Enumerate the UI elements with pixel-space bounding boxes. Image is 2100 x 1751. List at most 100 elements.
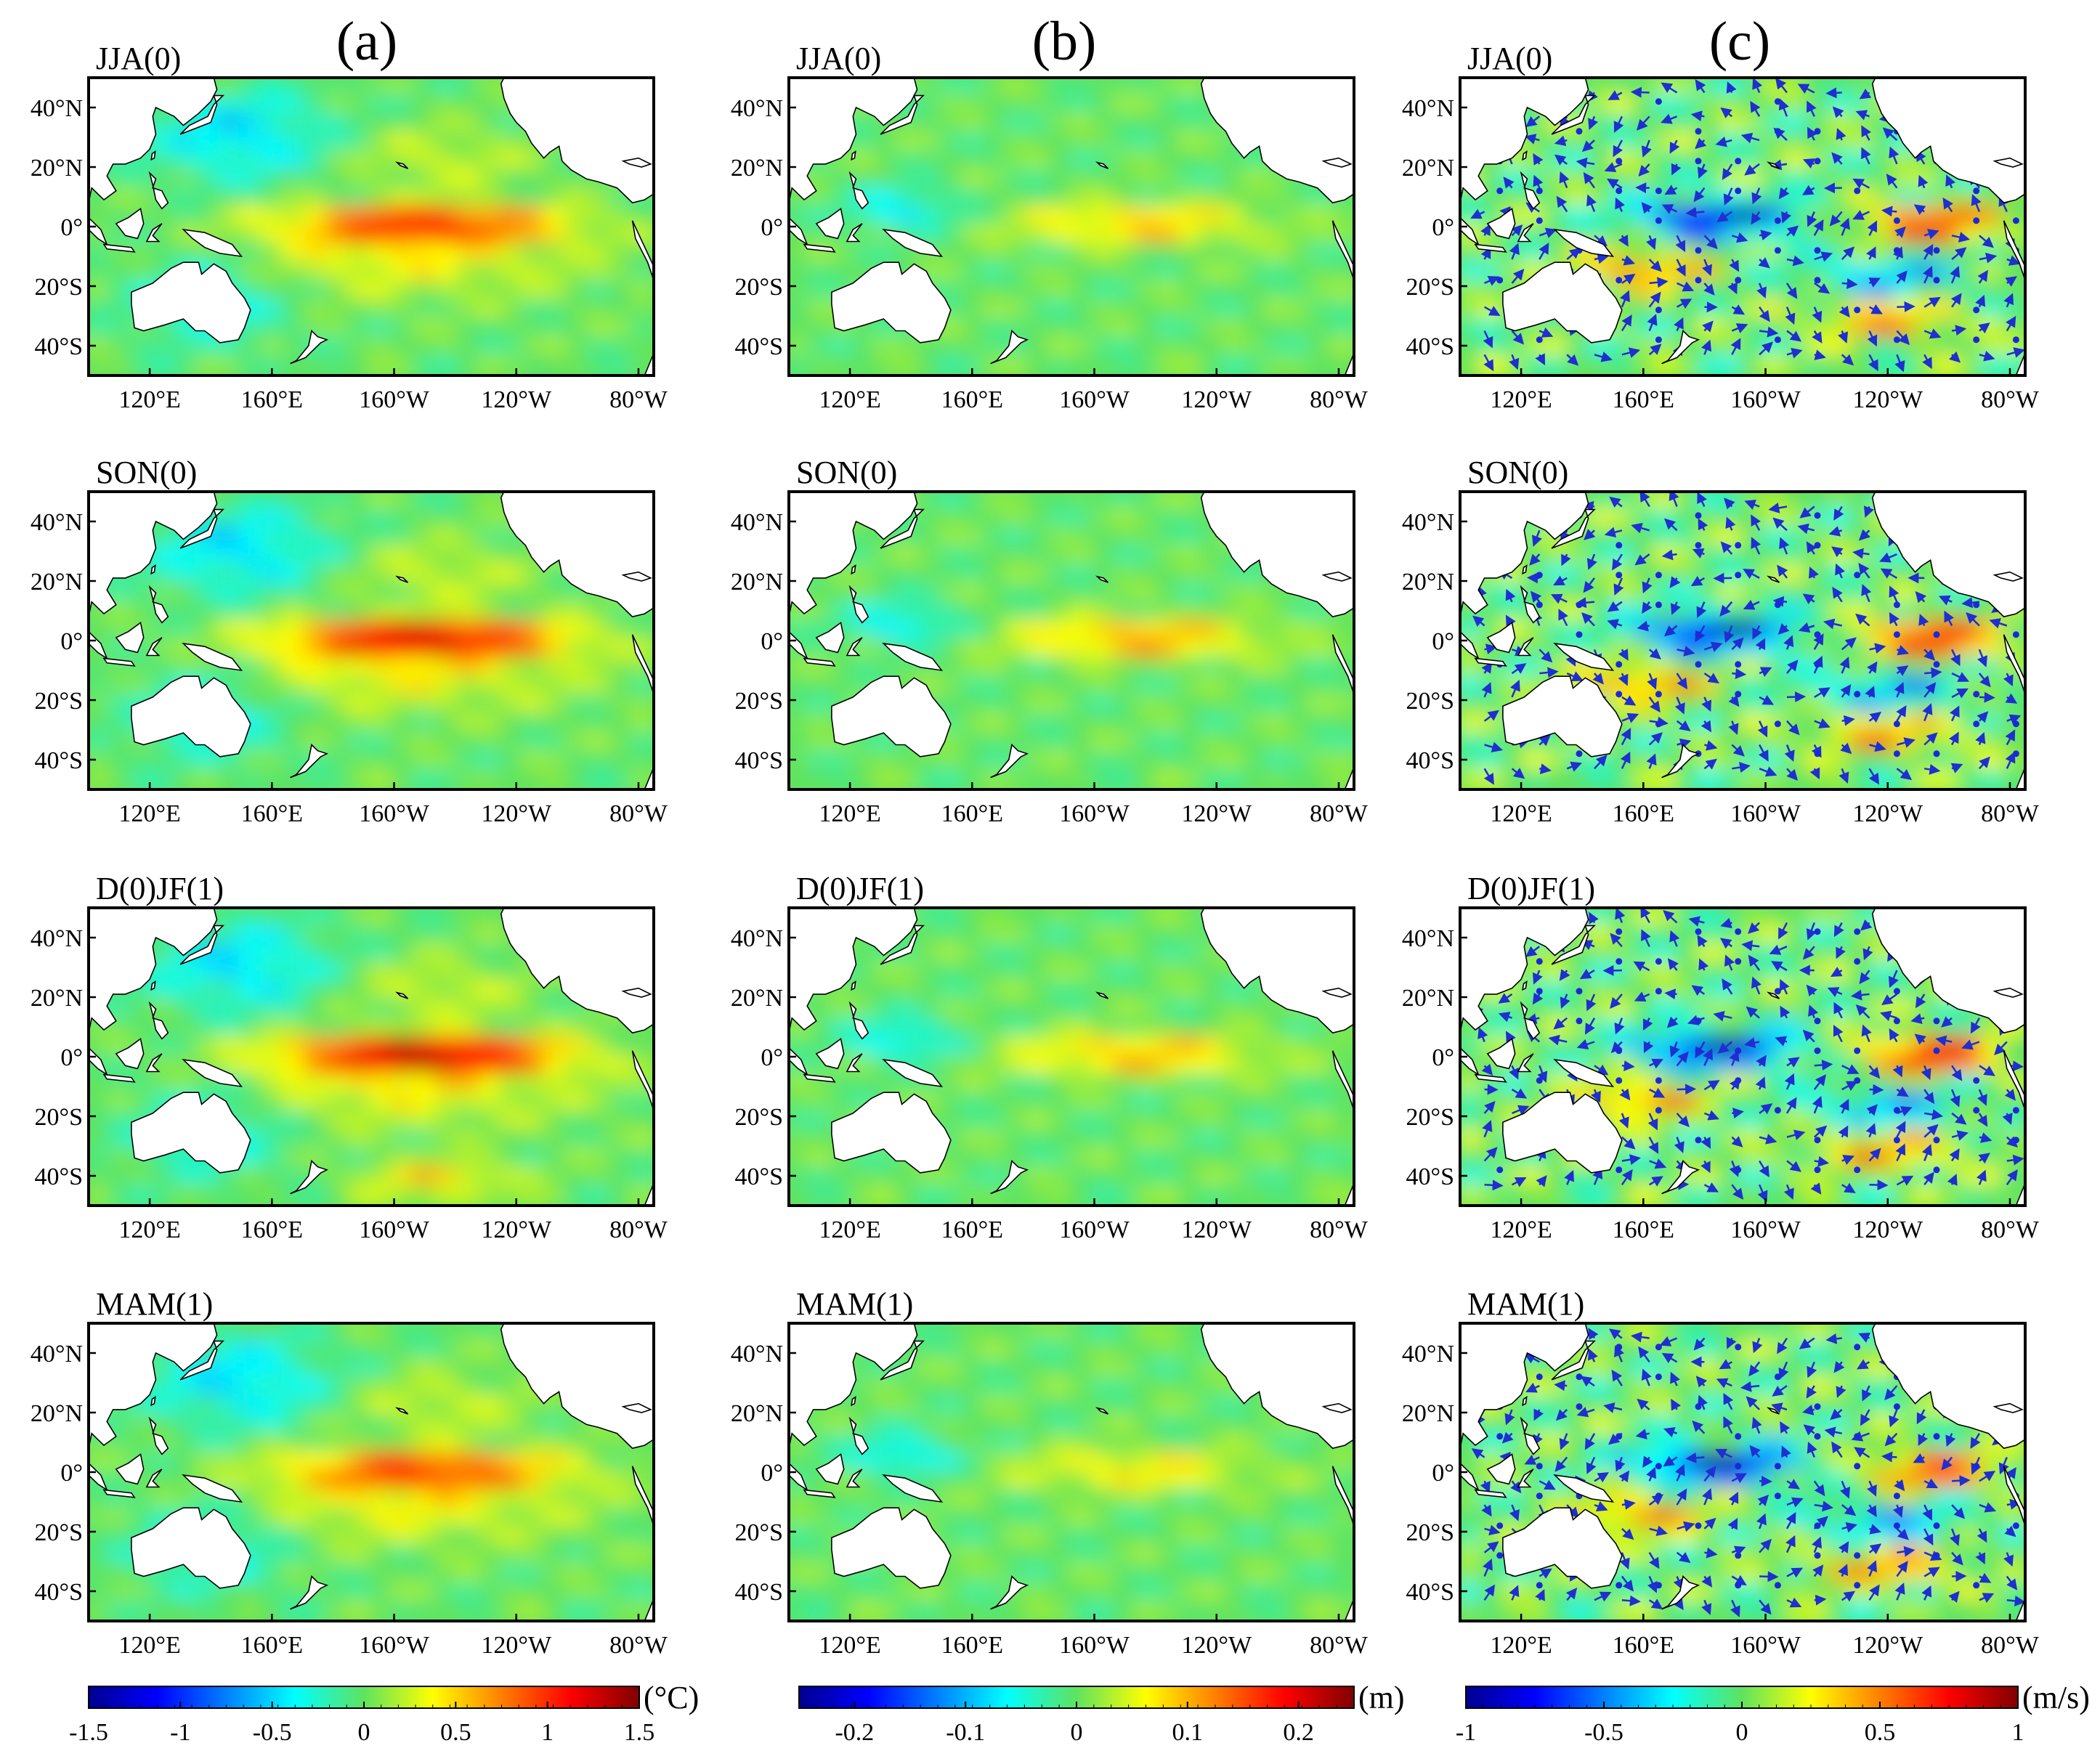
- colorbar-tick-label: -1.5: [69, 1719, 108, 1746]
- land-java: [102, 657, 136, 667]
- lon-tick-label: 160°E: [241, 386, 303, 413]
- map-field: [789, 78, 1354, 375]
- lon-tick-label: 80°W: [1310, 1632, 1369, 1659]
- anomaly-cell: [129, 1185, 156, 1206]
- panel-title: MAM(1): [96, 1286, 213, 1322]
- land-java: [102, 243, 136, 253]
- lon-tick-label: 120°E: [118, 386, 180, 413]
- panel-title: D(0)JF(1): [796, 871, 924, 906]
- significance-dot: [1496, 277, 1504, 284]
- colorbar: -0.2 -0.1 0 0.1 0.2(m): [798, 1680, 1405, 1746]
- lon-tick-label: 160°W: [359, 386, 430, 413]
- significance-dot: [1496, 187, 1504, 195]
- anomaly-cell: [129, 768, 156, 789]
- map-field: [89, 78, 654, 375]
- lon-tick-label: 120°E: [118, 1632, 180, 1659]
- significance-dot: [1655, 98, 1662, 105]
- significance-dot: [1814, 158, 1821, 165]
- land-masses: [89, 492, 654, 789]
- lat-tick-label: 20°S: [34, 688, 83, 715]
- lon-tick-label: 80°W: [609, 1632, 668, 1659]
- significance-dot: [1933, 247, 1940, 254]
- lat-tick-label: 40°N: [1402, 95, 1454, 122]
- lat-tick-label: 20°N: [731, 985, 783, 1012]
- lat-tick-label: 20°N: [31, 985, 83, 1012]
- lon-tick-label: 80°W: [609, 1216, 668, 1243]
- lon-tick-label: 120°W: [1181, 1216, 1252, 1243]
- significance-dot: [1774, 128, 1781, 135]
- land-australia: [131, 261, 251, 344]
- colorbar-tick-label: 0: [358, 1719, 370, 1746]
- significance-dot: [1774, 217, 1781, 224]
- lat-tick-label: 0°: [60, 1460, 83, 1487]
- lat-tick-label: 20°S: [34, 1104, 83, 1131]
- anomaly-cell: [129, 354, 156, 375]
- lon-tick-label: 160°E: [941, 386, 1003, 413]
- lon-tick-label: 160°E: [941, 1632, 1003, 1659]
- lon-tick-label: 160°E: [241, 1632, 303, 1659]
- lat-tick-label: 20°S: [734, 1519, 783, 1546]
- wind-arrow: [1635, 182, 1650, 194]
- significance-dot: [1576, 128, 1583, 135]
- land-newguinea: [182, 642, 243, 672]
- lat-tick-label: 20°N: [731, 155, 783, 182]
- column-label: (b): [1032, 11, 1097, 72]
- panel-title: MAM(1): [796, 1286, 913, 1322]
- lat-tick-label: 40°S: [734, 747, 783, 774]
- map-field: [89, 492, 654, 789]
- lon-tick-label: 160°W: [359, 1216, 430, 1243]
- anomaly-cell: [586, 354, 613, 375]
- colorbar-tick-label: 1: [541, 1719, 554, 1746]
- colorbar-unit: (m): [1358, 1680, 1405, 1715]
- lat-tick-label: 20°S: [34, 274, 83, 301]
- significance-dot: [1615, 158, 1623, 165]
- wind-arrow: [1825, 87, 1842, 99]
- land-cuba: [621, 571, 652, 582]
- lat-tick-label: 20°N: [731, 1400, 783, 1427]
- significance-dot: [1814, 277, 1821, 284]
- significance-dot: [1655, 306, 1662, 314]
- colorbar-tick-label: -0.2: [835, 1719, 874, 1746]
- land-nz: [290, 743, 329, 779]
- panel-title: D(0)JF(1): [96, 871, 224, 906]
- panel-title: SON(0): [96, 455, 197, 490]
- land-sulawesi: [145, 223, 163, 243]
- significance-dot: [1814, 128, 1821, 135]
- lat-tick-label: 40°N: [731, 95, 783, 122]
- lon-tick-label: 120°E: [819, 1216, 880, 1243]
- land-cuba: [621, 157, 652, 168]
- significance-dot: [1973, 306, 1980, 314]
- lon-tick-label: 160°E: [941, 1216, 1003, 1243]
- significance-dot: [1774, 336, 1781, 344]
- lon-tick-label: 120°E: [819, 1632, 880, 1659]
- lat-tick-label: 40°S: [34, 747, 83, 774]
- land-samerica: [631, 220, 654, 375]
- significance-dot: [1735, 158, 1742, 165]
- land-japan: [179, 508, 224, 549]
- lon-tick-label: 80°W: [609, 386, 668, 413]
- colorbar-tick-label: 0.2: [1283, 1719, 1314, 1746]
- map-field: [1460, 78, 2025, 375]
- significance-dot: [1536, 217, 1543, 224]
- lon-tick-label: 160°W: [359, 800, 430, 827]
- lat-tick-label: 40°N: [731, 509, 783, 536]
- panel-title: SON(0): [796, 455, 897, 490]
- lat-tick-label: 20°N: [1402, 155, 1454, 182]
- colorbar-tick-label: -1: [170, 1719, 190, 1746]
- significance-dot: [1695, 128, 1702, 135]
- significance-dot: [1536, 336, 1543, 344]
- significance-dot: [1615, 277, 1623, 284]
- lon-tick-label: 120°W: [481, 386, 552, 413]
- significance-dot: [1933, 277, 1940, 284]
- lon-tick-label: 120°E: [819, 386, 880, 413]
- colorbar-tick-label: 1.5: [624, 1719, 655, 1746]
- significance-dot: [1893, 336, 1900, 344]
- anomaly-cell: [216, 354, 243, 375]
- significance-dot: [1973, 187, 1980, 195]
- land-samerica: [631, 634, 654, 789]
